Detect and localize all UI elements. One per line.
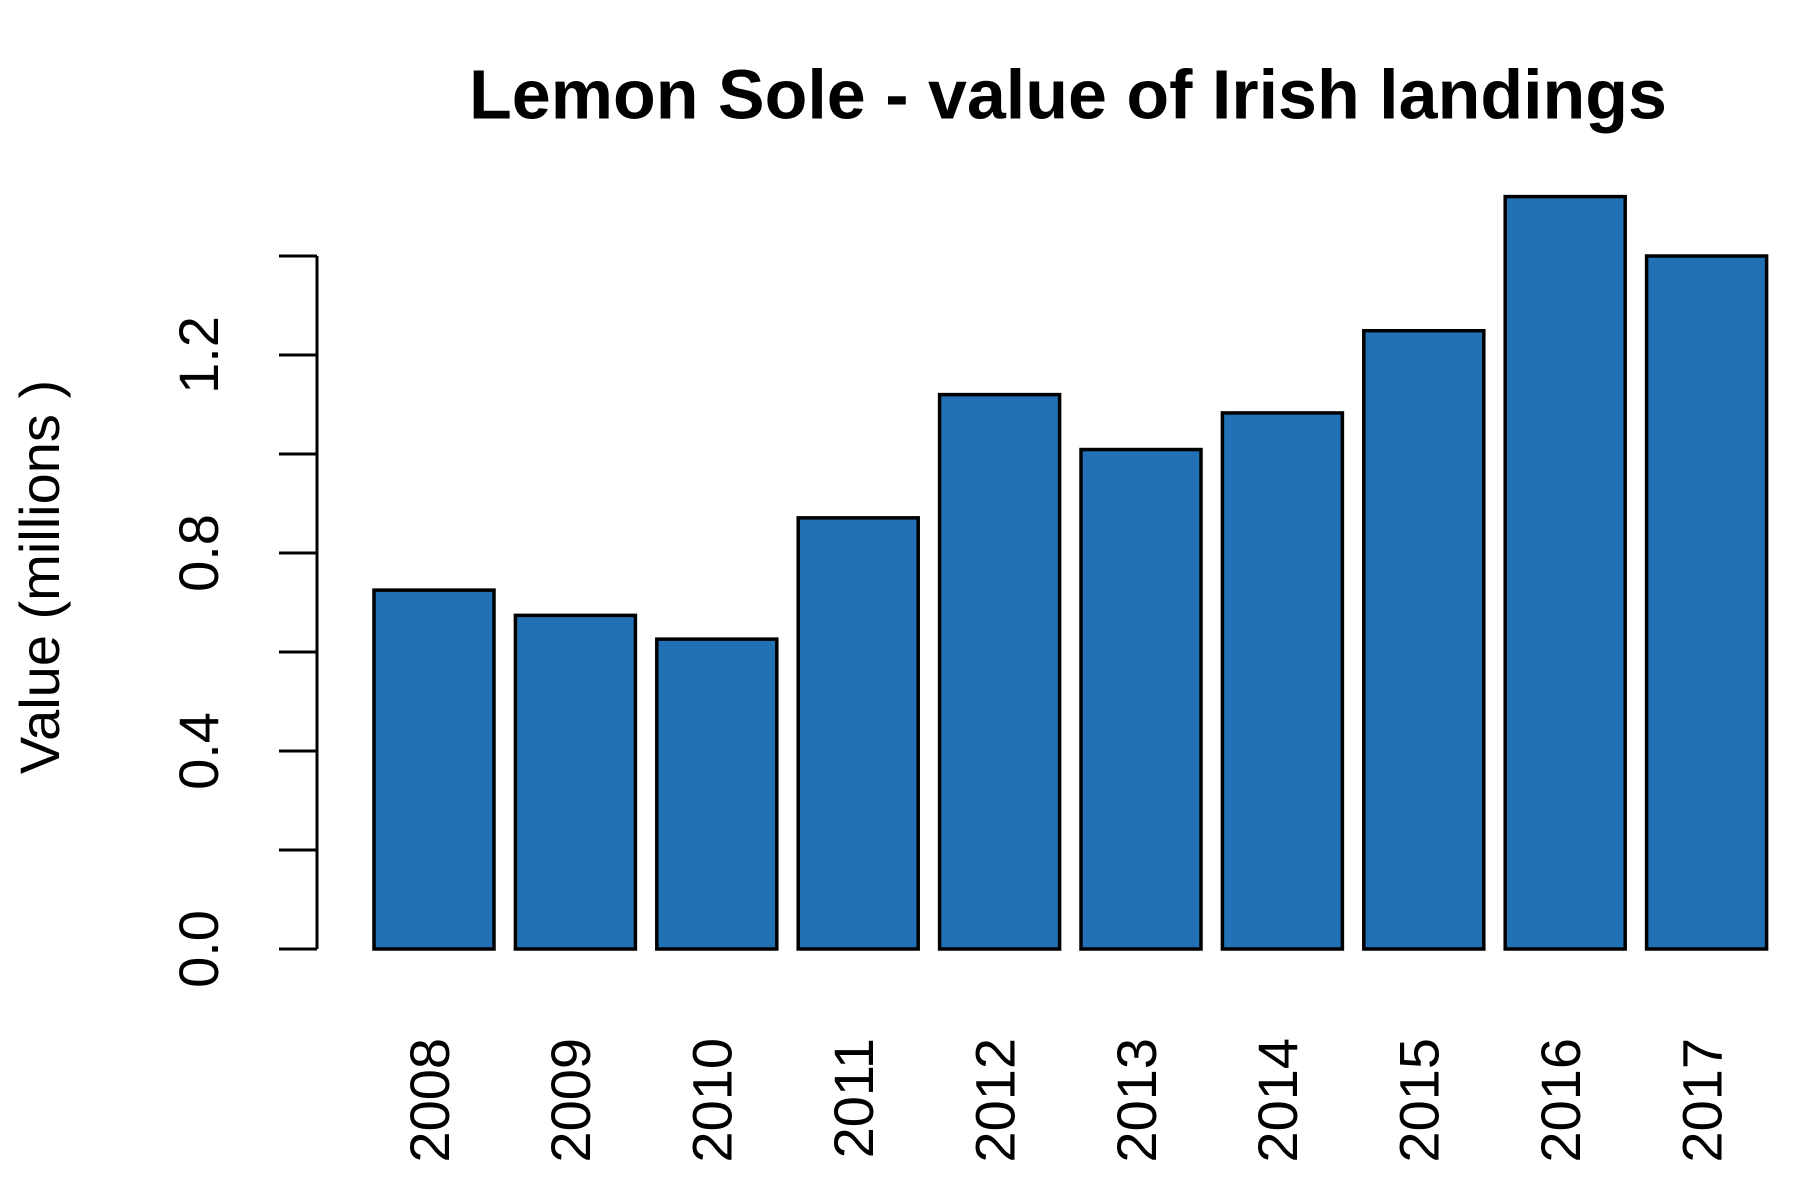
y-tick-label: 0.8 [167,514,230,592]
x-tick-label: 2009 [539,1038,602,1163]
y-axis-label: Value (millions ) [8,380,71,774]
y-tick-label: 1.2 [167,316,230,394]
y-tick-label: 0.4 [167,712,230,790]
bar [796,516,920,951]
bar [1362,328,1486,951]
x-tick-label: 2017 [1670,1038,1733,1163]
y-tick-label: 0.0 [167,910,230,988]
bar [1644,254,1769,951]
x-tick-label: 2016 [1529,1038,1592,1163]
bar [513,613,638,951]
bar [372,588,496,951]
x-tick-label: 2013 [1105,1038,1168,1163]
bar [1079,447,1203,951]
x-tick-label: 2010 [681,1038,744,1163]
bar [1503,194,1627,951]
x-tick-label: 2011 [822,1038,885,1158]
bar [1220,411,1345,951]
chart-title: Lemon Sole - value of Irish landings [469,55,1667,133]
x-tick-label: 2015 [1388,1038,1451,1163]
bar [655,637,779,951]
x-tick-label: 2008 [398,1038,461,1163]
x-tick-label: 2014 [1246,1038,1309,1163]
x-tick-label: 2012 [963,1038,1026,1163]
bar [937,392,1062,951]
